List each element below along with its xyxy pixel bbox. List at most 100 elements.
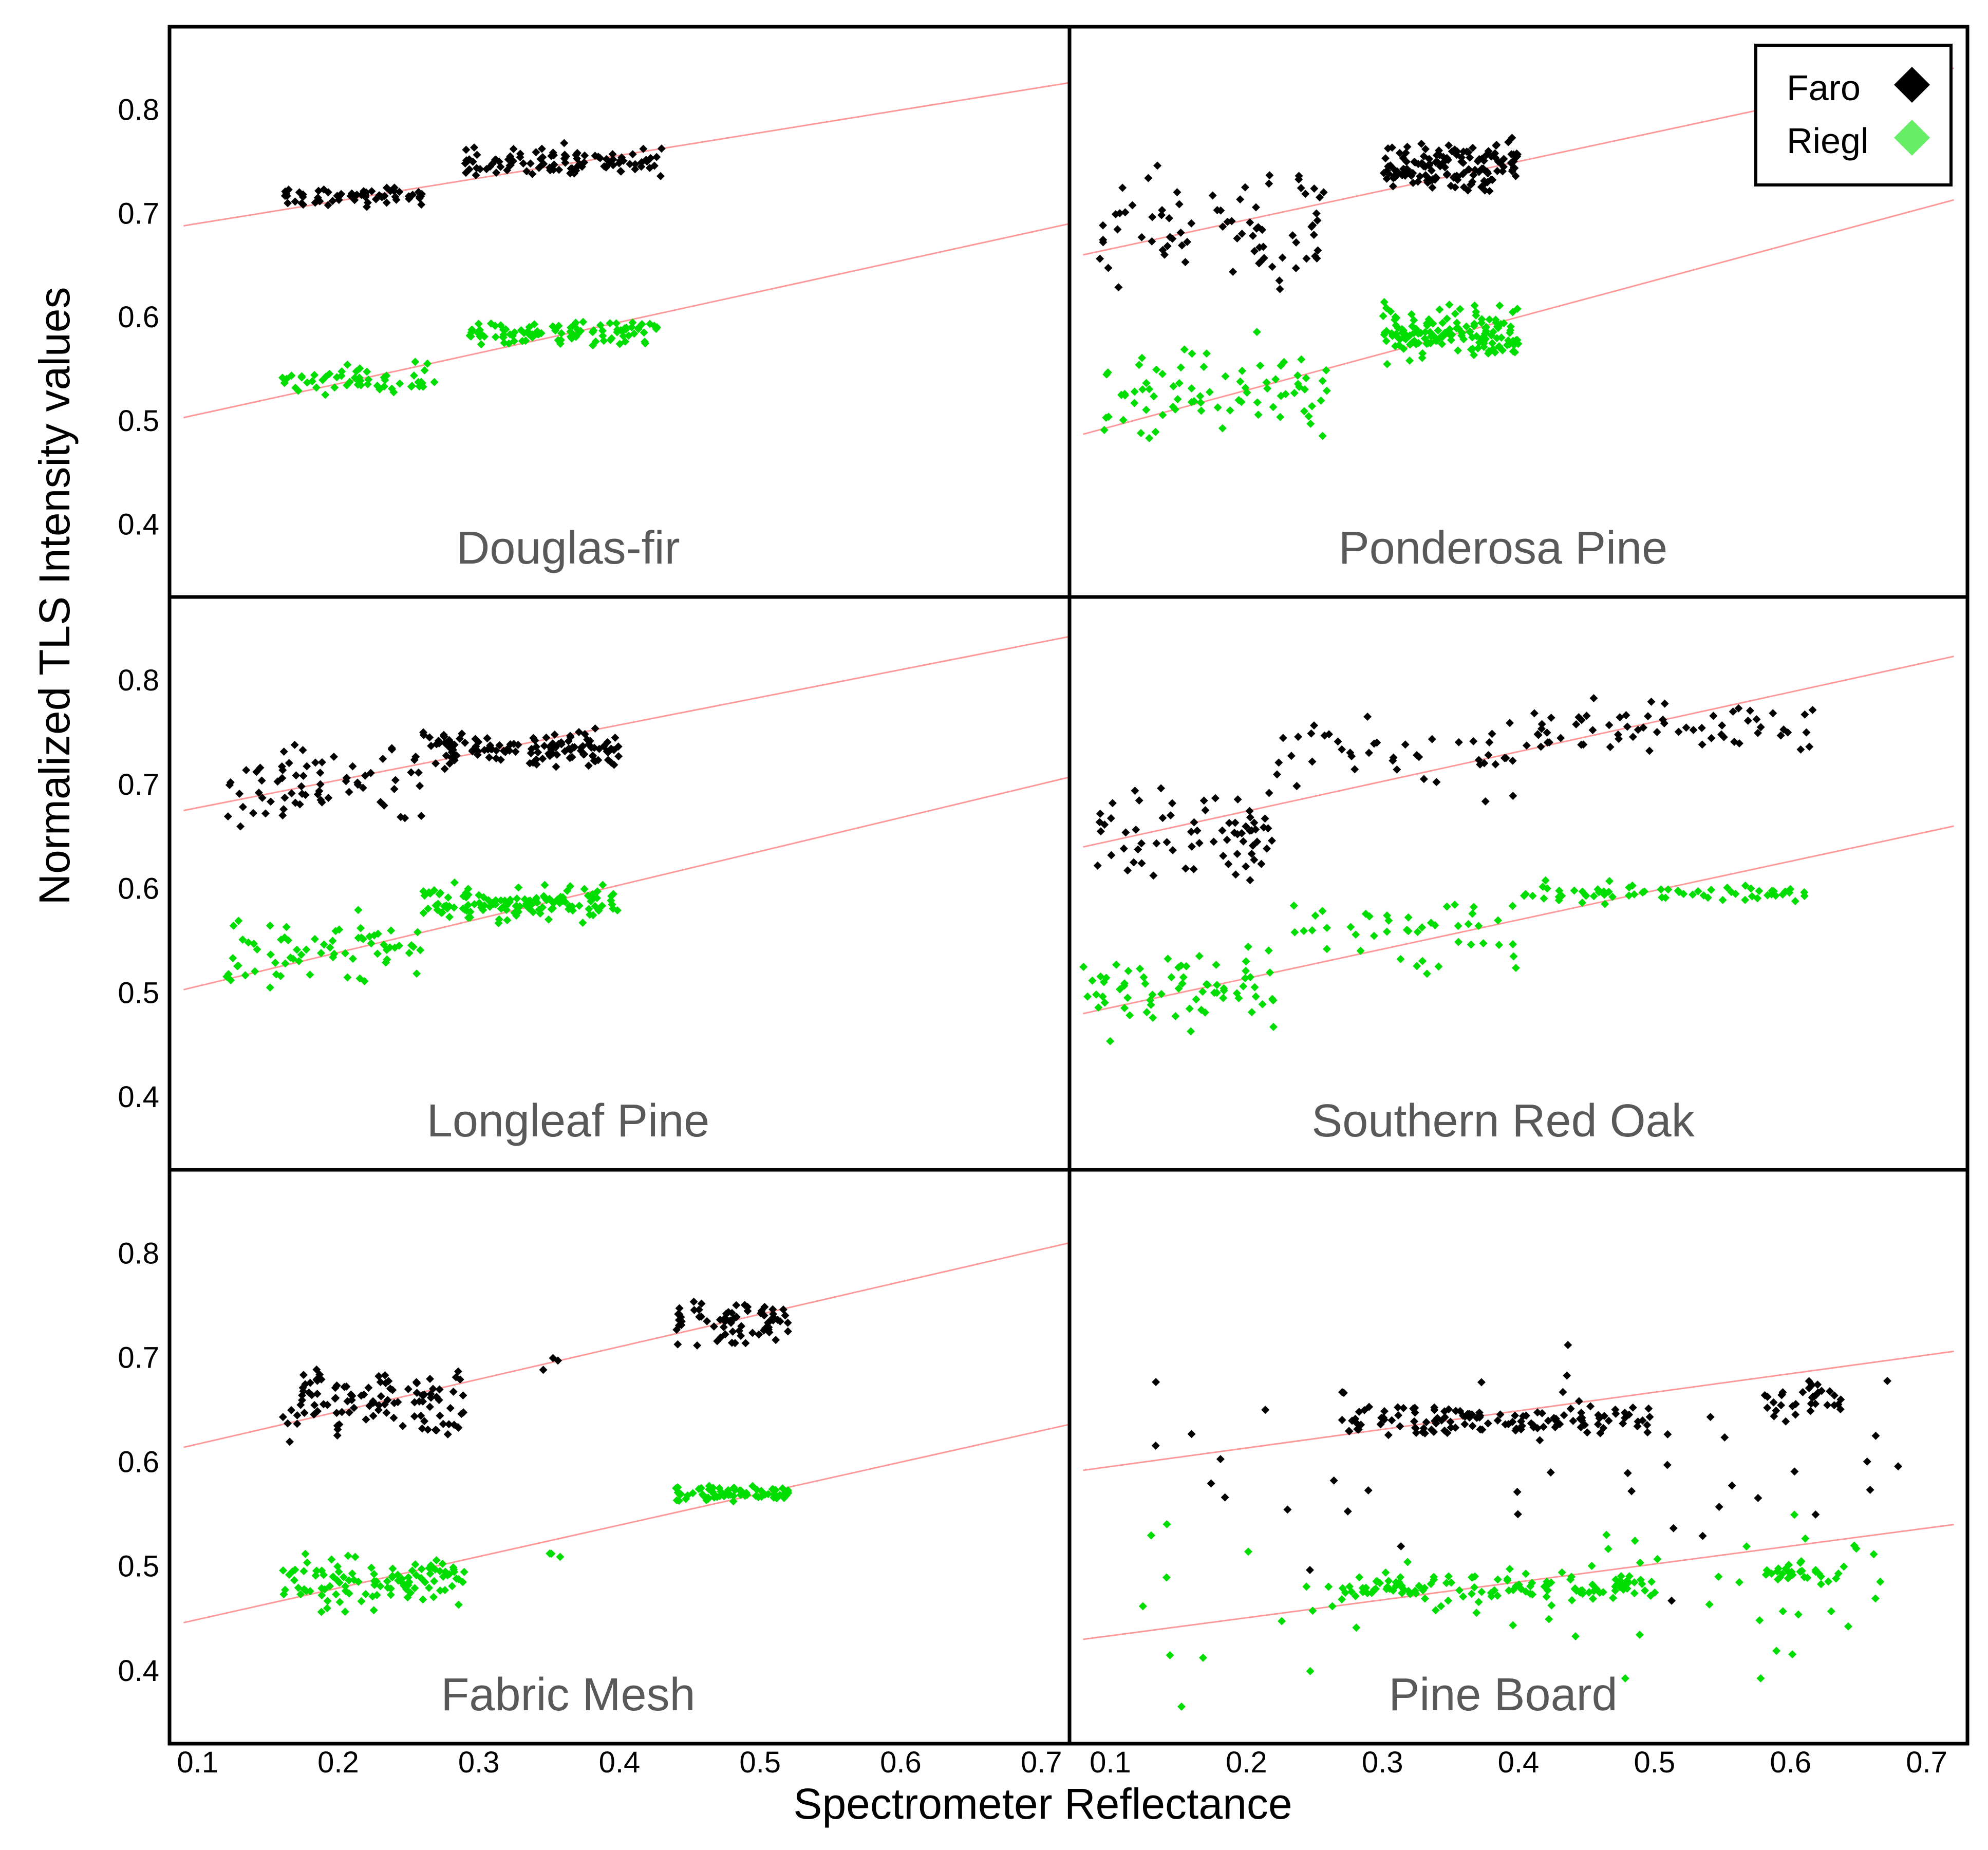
data-point-riegl	[1541, 876, 1550, 885]
data-point-faro	[599, 742, 608, 751]
data-point-faro	[1813, 1380, 1822, 1389]
data-point-faro	[1769, 1398, 1778, 1407]
data-point-riegl	[752, 1491, 760, 1500]
data-point-faro	[1667, 1596, 1676, 1605]
data-point-riegl	[1242, 966, 1250, 975]
data-point-faro	[1459, 183, 1468, 192]
data-point-faro	[1537, 1409, 1546, 1417]
data-point-faro	[1513, 1487, 1522, 1496]
data-point-faro	[1364, 1486, 1373, 1495]
data-point-faro	[417, 1411, 425, 1420]
data-point-riegl	[1162, 1573, 1171, 1582]
data-point-riegl	[1328, 1602, 1337, 1611]
data-point-faro	[1246, 876, 1254, 885]
data-point-riegl	[303, 378, 312, 387]
data-point-faro	[783, 1327, 792, 1336]
data-point-riegl	[1158, 369, 1167, 378]
data-point-faro	[445, 759, 454, 768]
data-point-riegl	[1251, 992, 1260, 1001]
data-point-riegl	[491, 322, 499, 330]
data-point-faro	[1158, 206, 1167, 215]
data-point-riegl	[440, 902, 448, 911]
data-point-riegl	[1311, 911, 1320, 920]
data-point-faro	[1754, 1493, 1762, 1502]
data-point-faro	[1760, 1391, 1769, 1399]
data-point-faro	[1093, 861, 1102, 870]
data-point-faro	[1451, 1423, 1460, 1432]
data-point-riegl	[327, 1555, 336, 1564]
data-point-riegl	[510, 337, 518, 346]
data-point-faro	[310, 1410, 318, 1419]
data-point-riegl	[1187, 1027, 1195, 1036]
data-point-riegl	[1396, 1573, 1405, 1582]
data-point-riegl	[326, 1582, 334, 1591]
data-point-faro	[562, 152, 571, 161]
data-point-faro	[317, 758, 326, 767]
data-point-faro	[1720, 1433, 1729, 1442]
data-point-riegl	[1771, 891, 1780, 900]
data-point-faro	[779, 1305, 787, 1314]
data-point-faro	[1634, 725, 1642, 734]
data-point-faro	[646, 154, 655, 162]
data-point-faro	[1351, 765, 1359, 774]
data-point-riegl	[445, 912, 454, 921]
data-point-faro	[1501, 1420, 1510, 1429]
data-point-riegl	[1495, 941, 1504, 949]
data-point-riegl	[1621, 1674, 1629, 1683]
data-point-faro	[1752, 715, 1761, 724]
data-point-faro	[380, 801, 388, 810]
data-point-faro	[1160, 250, 1169, 259]
data-point-faro	[448, 745, 457, 754]
y-tick-label: 0.4	[118, 1080, 159, 1114]
data-point-faro	[1096, 827, 1105, 836]
data-point-faro	[1596, 1429, 1605, 1437]
data-point-riegl	[350, 373, 359, 382]
data-point-riegl	[1467, 1590, 1476, 1598]
data-point-riegl	[1784, 1574, 1792, 1583]
data-point-riegl	[1571, 1632, 1580, 1640]
data-point-riegl	[1308, 926, 1317, 935]
data-point-faro	[1460, 1420, 1469, 1429]
data-point-riegl	[1130, 387, 1139, 396]
data-point-riegl	[367, 1563, 376, 1572]
data-point-faro	[1511, 1426, 1520, 1435]
data-point-faro	[1376, 1420, 1385, 1429]
data-point-riegl	[363, 380, 372, 388]
data-point-riegl	[306, 970, 314, 979]
data-point-faro	[1104, 264, 1113, 272]
data-point-faro	[1157, 211, 1166, 219]
data-point-riegl	[1408, 322, 1417, 331]
data-point-riegl	[411, 1560, 420, 1569]
data-point-riegl	[234, 961, 242, 970]
data-point-riegl	[1276, 413, 1285, 421]
data-point-faro	[459, 1391, 467, 1400]
data-point-faro	[1106, 814, 1115, 823]
data-point-riegl	[1383, 911, 1392, 920]
data-point-riegl	[266, 950, 275, 959]
data-point-faro	[1260, 254, 1268, 263]
data-point-faro	[1346, 749, 1355, 757]
data-point-riegl	[1361, 909, 1370, 918]
data-point-riegl	[438, 1559, 447, 1568]
data-point-riegl	[1382, 337, 1391, 345]
data-point-faro	[611, 733, 620, 742]
data-point-faro	[1213, 205, 1222, 214]
data-point-riegl	[1213, 981, 1222, 989]
data-point-riegl	[500, 902, 509, 910]
data-point-faro	[650, 161, 659, 170]
data-point-faro	[1457, 157, 1466, 166]
trendline-riegl	[183, 1424, 1070, 1623]
data-point-faro	[313, 193, 322, 202]
y-tick-label: 0.6	[118, 301, 159, 334]
data-point-riegl	[1138, 385, 1147, 394]
data-point-faro	[1221, 1493, 1229, 1502]
data-point-riegl	[354, 906, 363, 914]
data-point-faro	[347, 1396, 356, 1405]
data-point-faro	[1152, 839, 1161, 848]
data-point-riegl	[1788, 1650, 1797, 1659]
data-point-faro	[1187, 1430, 1196, 1438]
data-point-faro	[1593, 1420, 1602, 1429]
data-point-faro	[447, 753, 456, 762]
data-point-riegl	[1508, 308, 1517, 316]
data-point-riegl	[317, 1584, 326, 1593]
